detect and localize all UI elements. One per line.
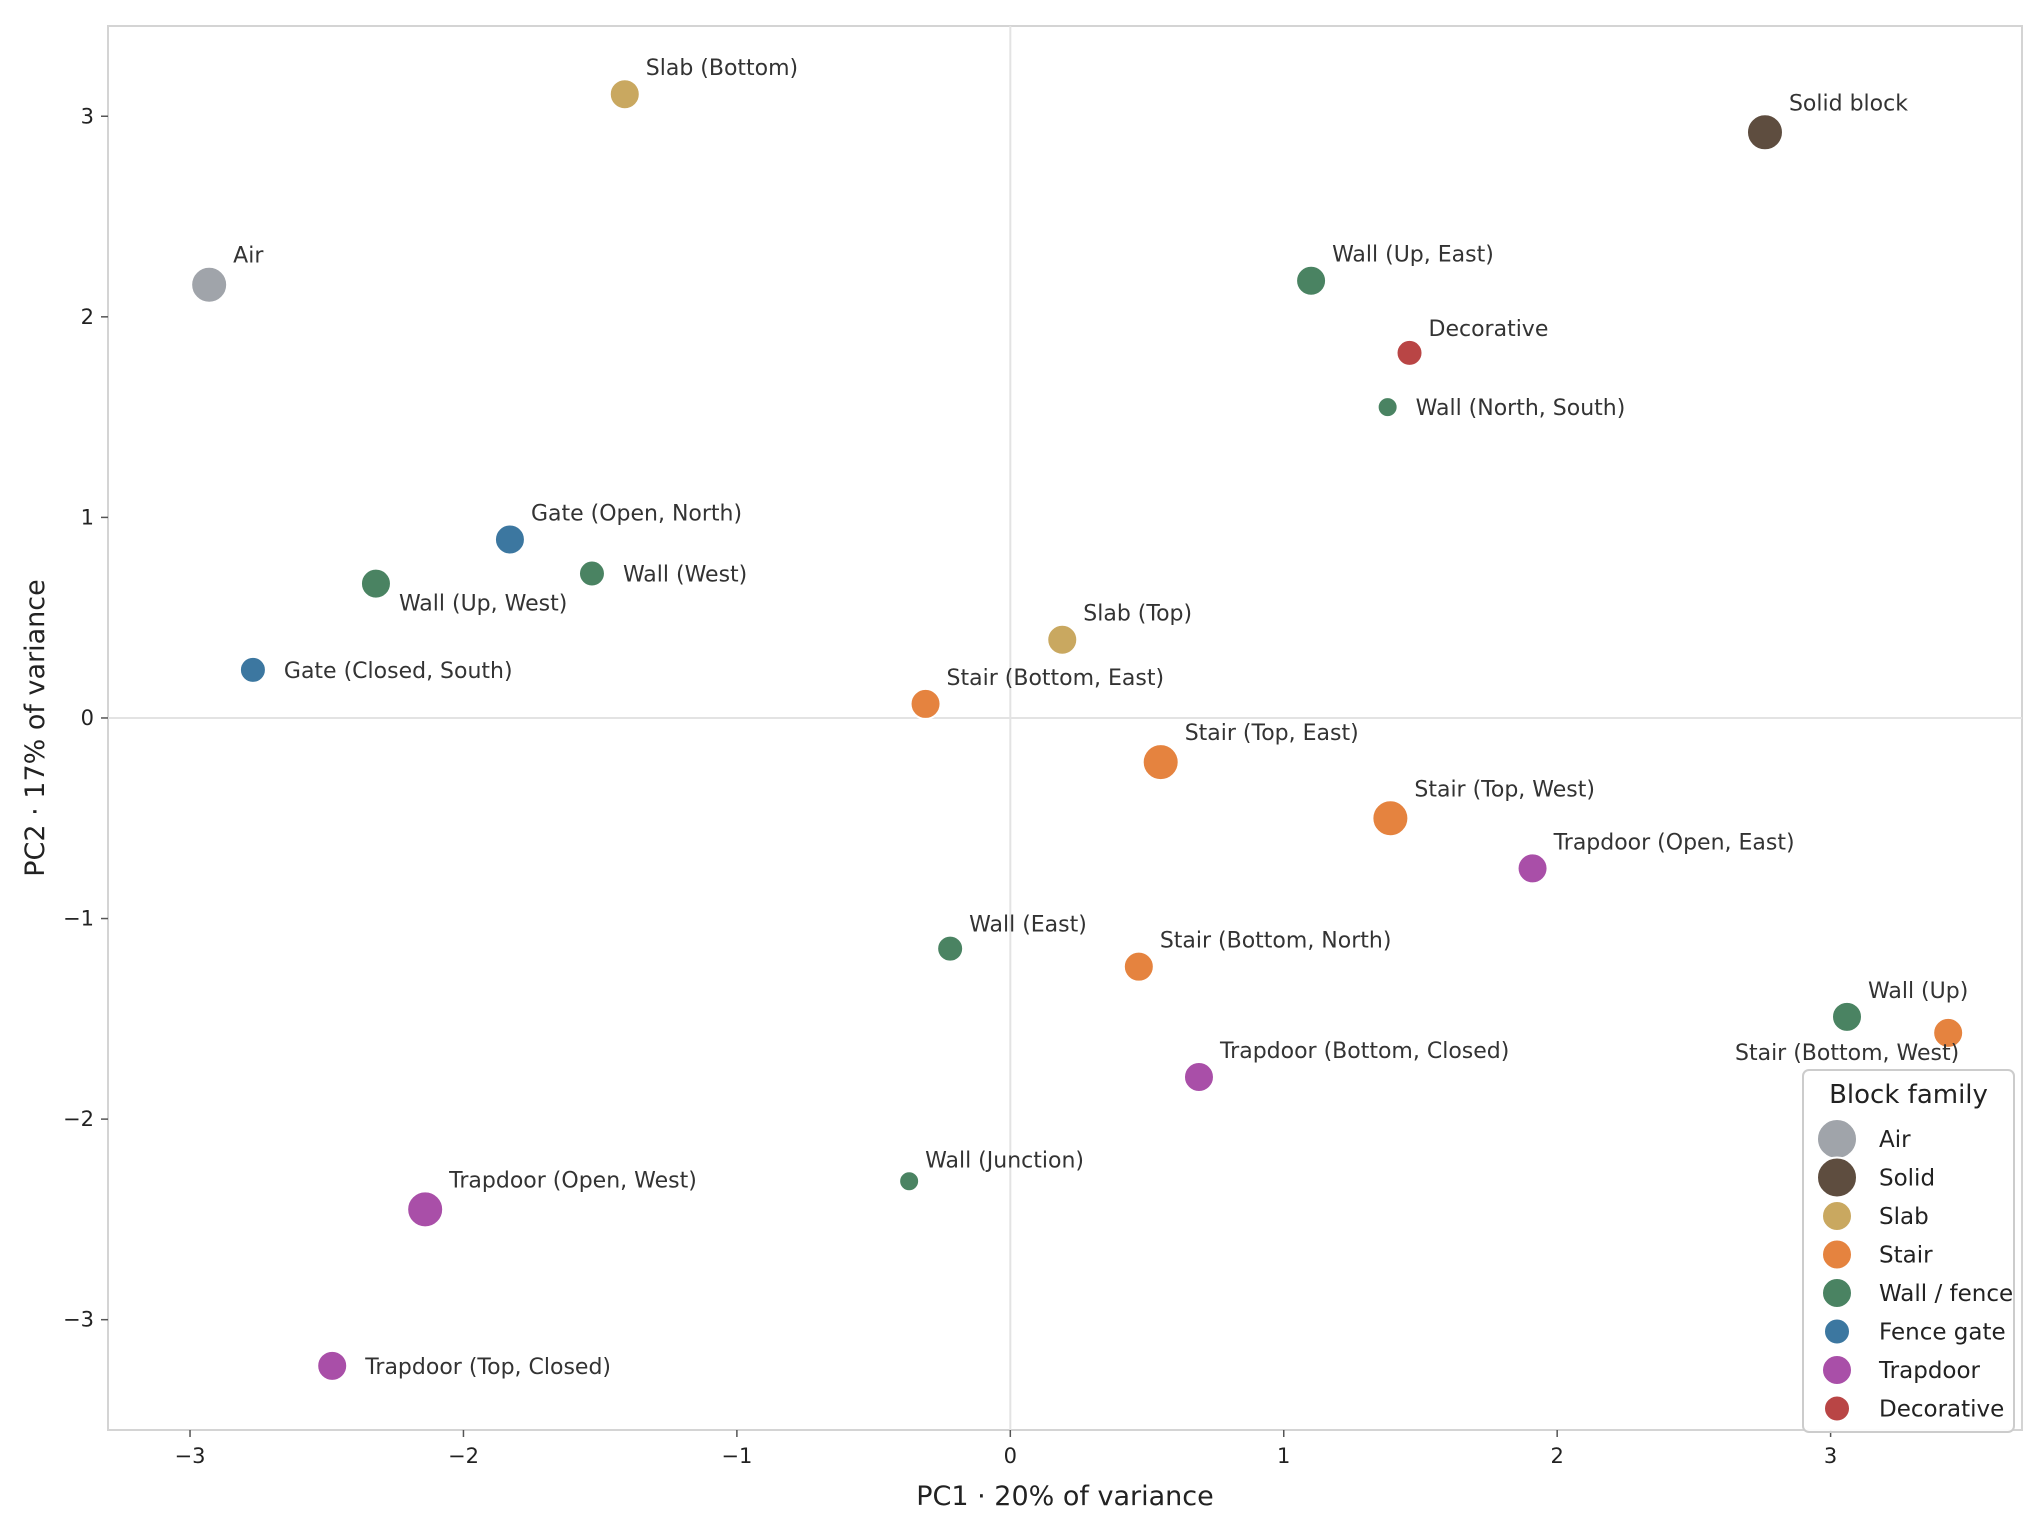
legend-entry-label: Solid <box>1879 1166 1935 1192</box>
point-label: Stair (Bottom, East) <box>947 666 1165 691</box>
data-point <box>1295 264 1328 297</box>
point-label: Stair (Top, West) <box>1414 777 1595 802</box>
point-label: Gate (Open, North) <box>531 501 742 526</box>
legend-marker <box>1816 1156 1858 1199</box>
legend-marker <box>1821 1354 1853 1386</box>
data-point <box>1395 338 1424 367</box>
data-point <box>1831 1000 1864 1033</box>
point-label: Slab (Top) <box>1083 602 1192 627</box>
point-label: Wall (Junction) <box>925 1148 1084 1173</box>
y-tick-label: −1 <box>63 907 94 931</box>
point-label: Stair (Top, East) <box>1185 721 1359 746</box>
legend-marker <box>1821 1277 1853 1309</box>
point-label: Wall (Up, East) <box>1332 243 1494 268</box>
legend-entry-label: Air <box>1879 1127 1911 1153</box>
point-label: Wall (Up) <box>1868 979 1968 1004</box>
x-tick-label: 2 <box>1550 1444 1563 1468</box>
y-tick-label: 1 <box>81 505 94 529</box>
y-tick-label: −2 <box>63 1107 94 1131</box>
data-point <box>1141 743 1180 782</box>
data-point <box>406 1190 445 1229</box>
data-point <box>316 1349 349 1382</box>
point-label: Wall (North, South) <box>1416 396 1626 421</box>
x-tick-label: 1 <box>1277 1444 1290 1468</box>
legend-entry-label: Slab <box>1879 1204 1929 1230</box>
data-point <box>1046 623 1079 656</box>
legend-marker <box>1821 1200 1853 1232</box>
point-label: Stair (Bottom, North) <box>1160 929 1392 954</box>
legend-marker <box>1816 1118 1858 1160</box>
x-tick-label: −2 <box>448 1444 479 1468</box>
legend-marker <box>1823 1317 1851 1346</box>
x-tick-label: −3 <box>175 1444 206 1468</box>
point-label: Wall (East) <box>969 913 1087 938</box>
data-point <box>1745 113 1784 152</box>
data-point <box>1371 799 1410 838</box>
point-label: Decorative <box>1429 317 1549 342</box>
legend-entry-label: Fence gate <box>1879 1320 2006 1346</box>
x-tick-label: −1 <box>721 1444 752 1468</box>
data-point <box>238 655 267 684</box>
data-point <box>898 1170 921 1193</box>
data-point <box>909 687 942 720</box>
data-point <box>1376 396 1399 419</box>
point-label: Trapdoor (Open, West) <box>448 1168 697 1193</box>
y-tick-label: 0 <box>81 706 94 730</box>
legend-marker <box>1821 1238 1853 1271</box>
data-point <box>608 78 641 111</box>
legend-entry-label: Decorative <box>1879 1397 2004 1423</box>
x-axis-label: PC1 · 20% of variance <box>916 1481 1214 1512</box>
point-label: Trapdoor (Bottom, Closed) <box>1219 1039 1509 1064</box>
point-label: Gate (Closed, South) <box>284 659 513 684</box>
data-point <box>493 523 526 556</box>
point-label: Slab (Bottom) <box>646 56 798 81</box>
point-label: Trapdoor (Top, Closed) <box>364 1355 611 1380</box>
legend-box <box>1802 1069 2015 1433</box>
y-tick-label: 3 <box>81 104 94 128</box>
legend-entry-label: Trapdoor <box>1878 1358 1981 1384</box>
point-label: Stair (Bottom, West) <box>1735 1041 1959 1066</box>
data-point <box>577 559 606 588</box>
legend-entry-label: Wall / fence <box>1879 1281 2013 1307</box>
data-point <box>1932 1016 1965 1049</box>
y-tick-label: −3 <box>63 1308 94 1332</box>
legend-entry-label: Stair <box>1879 1243 1933 1269</box>
point-label: Air <box>233 244 264 269</box>
data-points <box>190 78 1965 1382</box>
data-point <box>936 934 965 963</box>
legend-marker <box>1823 1394 1851 1423</box>
point-label: Wall (West) <box>623 563 747 588</box>
data-point <box>1182 1060 1215 1093</box>
data-point <box>190 265 229 304</box>
legend-title: Block family <box>1829 1080 1988 1110</box>
data-point <box>1122 950 1155 983</box>
x-tick-label: 0 <box>1004 1444 1017 1468</box>
point-label: Trapdoor (Open, East) <box>1553 830 1795 855</box>
y-axis-label: PC2 · 17% of variance <box>20 579 51 877</box>
point-label: Solid block <box>1789 91 1908 116</box>
data-point <box>1516 852 1549 885</box>
legend: Block family Air Solid Slab Stair Wall / fenc… <box>1802 1069 2015 1433</box>
point-label: Wall (Up, West) <box>399 592 567 617</box>
data-point <box>359 567 392 600</box>
plot-frame <box>107 25 2023 1431</box>
y-tick-label: 2 <box>81 305 94 329</box>
x-tick-label: 3 <box>1824 1444 1837 1468</box>
point-labels: Air Solid block Slab (Bottom) Slab (Top) Wal… <box>233 56 1968 1380</box>
